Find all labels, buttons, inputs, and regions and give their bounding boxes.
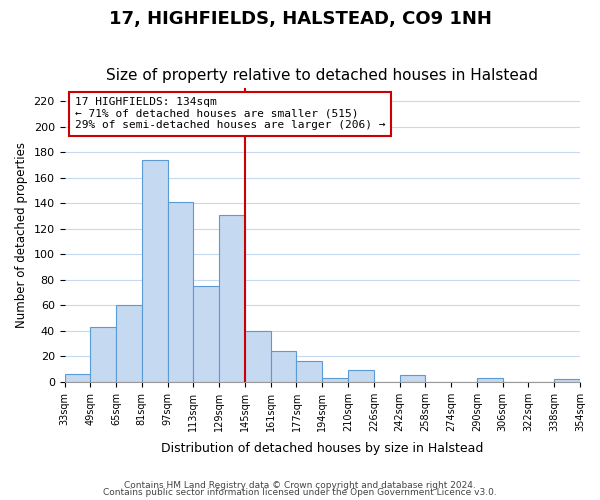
X-axis label: Distribution of detached houses by size in Halstead: Distribution of detached houses by size … [161,442,484,455]
Bar [91,327,116,382]
Text: 17 HIGHFIELDS: 134sqm
← 71% of detached houses are smaller (515)
29% of semi-det: 17 HIGHFIELDS: 134sqm ← 71% of detached … [75,97,385,130]
Bar [400,376,425,382]
Text: 17, HIGHFIELDS, HALSTEAD, CO9 1NH: 17, HIGHFIELDS, HALSTEAD, CO9 1NH [109,10,491,28]
Bar [142,160,167,382]
Bar [193,286,219,382]
Bar [167,202,193,382]
Bar [116,305,142,382]
Bar [245,331,271,382]
Title: Size of property relative to detached houses in Halstead: Size of property relative to detached ho… [106,68,538,83]
Bar [477,378,503,382]
Bar [271,351,296,382]
Y-axis label: Number of detached properties: Number of detached properties [15,142,28,328]
Bar [65,374,91,382]
Bar [219,214,245,382]
Bar [348,370,374,382]
Text: Contains HM Land Registry data © Crown copyright and database right 2024.: Contains HM Land Registry data © Crown c… [124,480,476,490]
Bar [554,379,580,382]
Bar [296,362,322,382]
Bar [322,378,348,382]
Text: Contains public sector information licensed under the Open Government Licence v3: Contains public sector information licen… [103,488,497,497]
